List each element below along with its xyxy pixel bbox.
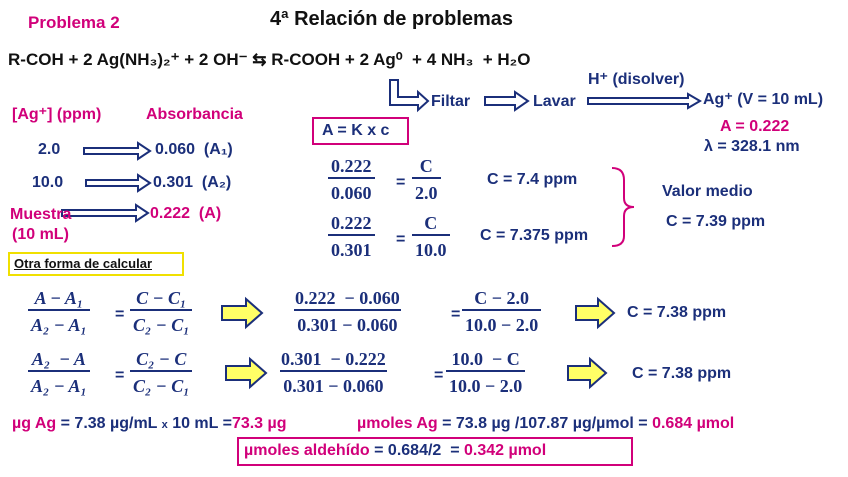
denominator: C₂ − C₁: [130, 370, 193, 397]
fraction: C − C₁ C₂ − C₁: [130, 287, 193, 336]
value: 0.342 µmol: [464, 442, 547, 459]
arrow: [221, 296, 264, 330]
law-box: [312, 117, 409, 145]
denominator: 0.301: [328, 234, 375, 261]
aldehyde-line: µmoles aldehído = 0.684/2 = 0.342 µmol: [244, 443, 546, 459]
numerator: C₂ − C: [136, 349, 187, 369]
numerator: 0.222: [331, 156, 372, 176]
expr: 10 mL =: [172, 415, 232, 432]
absorbance: 0.222 (A): [150, 205, 222, 222]
numerator: C − C₁: [136, 288, 187, 308]
numerator: 10.0 − C: [451, 349, 520, 369]
alt-label: Otra forma de calcular: [14, 256, 152, 271]
absorbance: 0.060 (A₁): [155, 141, 233, 158]
result: Ag⁺ (V = 10 mL): [703, 91, 824, 108]
equals: =: [115, 367, 125, 384]
fraction: 10.0 − C 10.0 − 2.0: [446, 348, 526, 397]
mass-line: µg Ag = 7.38 µg/mL x 10 mL =73.3 µg: [12, 416, 287, 432]
denominator: 0.060: [328, 177, 375, 204]
denominator: 0.301 − 0.060: [294, 309, 401, 336]
numerator: 0.301 − 0.222: [281, 349, 386, 369]
expr: = 0.684/2 =: [374, 442, 460, 459]
numerator: C: [424, 213, 438, 233]
value: 0.684 µmol: [652, 415, 735, 432]
times: x: [161, 419, 168, 431]
average-value: C = 7.39 ppm: [666, 213, 766, 230]
law: A = K x c: [322, 122, 390, 139]
arrow: [484, 90, 530, 112]
title: 4ª Relación de problemas: [270, 8, 514, 30]
reaction: R-COH + 2 Ag(NH₃)₂⁺ + 2 OH⁻ ⇆ R-COOH + 2…: [8, 50, 531, 69]
expr: = 73.8 µg /107.87 µg/µmol =: [442, 415, 648, 432]
numerator: A − A₁: [34, 288, 84, 308]
equals: =: [115, 306, 125, 323]
denominator: 10.0 − 2.0: [446, 370, 526, 397]
alt-box: [8, 252, 184, 276]
reagent: H⁺ (disolver): [588, 71, 685, 88]
denominator: 10.0: [412, 234, 450, 261]
numerator: C: [419, 156, 433, 176]
result: C = 7.38 ppm: [627, 304, 727, 321]
numerator: C − 2.0: [474, 288, 530, 308]
fraction: A₂ − A A₂ − A₁: [28, 348, 90, 397]
fraction: A − A₁ A₂ − A₁: [28, 287, 90, 336]
label: µmoles Ag: [357, 415, 438, 432]
step: Lavar: [533, 93, 576, 110]
fraction: C 2.0: [412, 155, 441, 204]
denominator: A₂ − A₁: [28, 370, 90, 397]
arrow: [61, 203, 150, 223]
numerator: A₂ − A: [31, 349, 86, 369]
brace: [611, 167, 635, 247]
aldehyde-box: [237, 437, 633, 466]
label: µmoles aldehído: [244, 442, 370, 459]
equals: =: [396, 231, 406, 248]
value: 73.3 µg: [231, 415, 287, 432]
header-cell: Absorbancia: [146, 106, 243, 123]
denominator: A₂ − A₁: [28, 309, 90, 336]
absorbance: A = 0.222: [720, 118, 790, 135]
arrow: [85, 173, 152, 193]
numerator: 0.222: [331, 213, 372, 233]
arrow: [567, 356, 608, 390]
absorbance: 0.301 (A₂): [153, 174, 232, 191]
expr: = 7.38 µg/mL: [60, 415, 158, 432]
fraction: 0.222 0.060: [328, 155, 375, 204]
sample: Muestra: [10, 206, 72, 223]
concentration: 2.0: [38, 141, 61, 158]
arrow: [389, 79, 430, 113]
fraction: 0.301 − 0.222 0.301 − 0.060: [278, 348, 389, 397]
step: Filtar: [431, 93, 471, 110]
equals: =: [396, 174, 406, 191]
average-label: Valor medio: [662, 183, 753, 200]
result: C = 7.4 ppm: [487, 171, 578, 188]
denominator: C₂ − C₁: [130, 309, 193, 336]
fraction: C₂ − C C₂ − C₁: [130, 348, 193, 397]
fraction: 0.222 − 0.060 0.301 − 0.060: [292, 287, 403, 336]
denominator: 2.0: [412, 177, 441, 204]
wavelength: λ = 328.1 nm: [704, 138, 800, 155]
header-cell: [Ag⁺] (ppm): [12, 106, 102, 123]
arrow: [225, 356, 268, 390]
fraction: 0.222 0.301: [328, 212, 375, 261]
moles-line: µmoles Ag = 73.8 µg /107.87 µg/µmol = 0.…: [357, 416, 734, 432]
arrow: [83, 141, 152, 161]
arrow: [587, 92, 702, 110]
equals: =: [434, 367, 444, 384]
fraction: C 10.0: [412, 212, 450, 261]
result: C = 7.38 ppm: [632, 365, 732, 382]
label: µg Ag: [12, 415, 57, 432]
arrow: [575, 296, 616, 330]
numerator: 0.222 − 0.060: [295, 288, 400, 308]
problem: Problema 2: [28, 13, 120, 32]
result: C = 7.375 ppm: [480, 227, 589, 244]
denominator: 10.0 − 2.0: [462, 309, 542, 336]
sample-volume: (10 mL): [12, 226, 69, 243]
fraction: C − 2.0 10.0 − 2.0: [462, 287, 542, 336]
denominator: 0.301 − 0.060: [280, 370, 387, 397]
equals: =: [451, 306, 461, 323]
concentration: 10.0: [32, 174, 64, 191]
